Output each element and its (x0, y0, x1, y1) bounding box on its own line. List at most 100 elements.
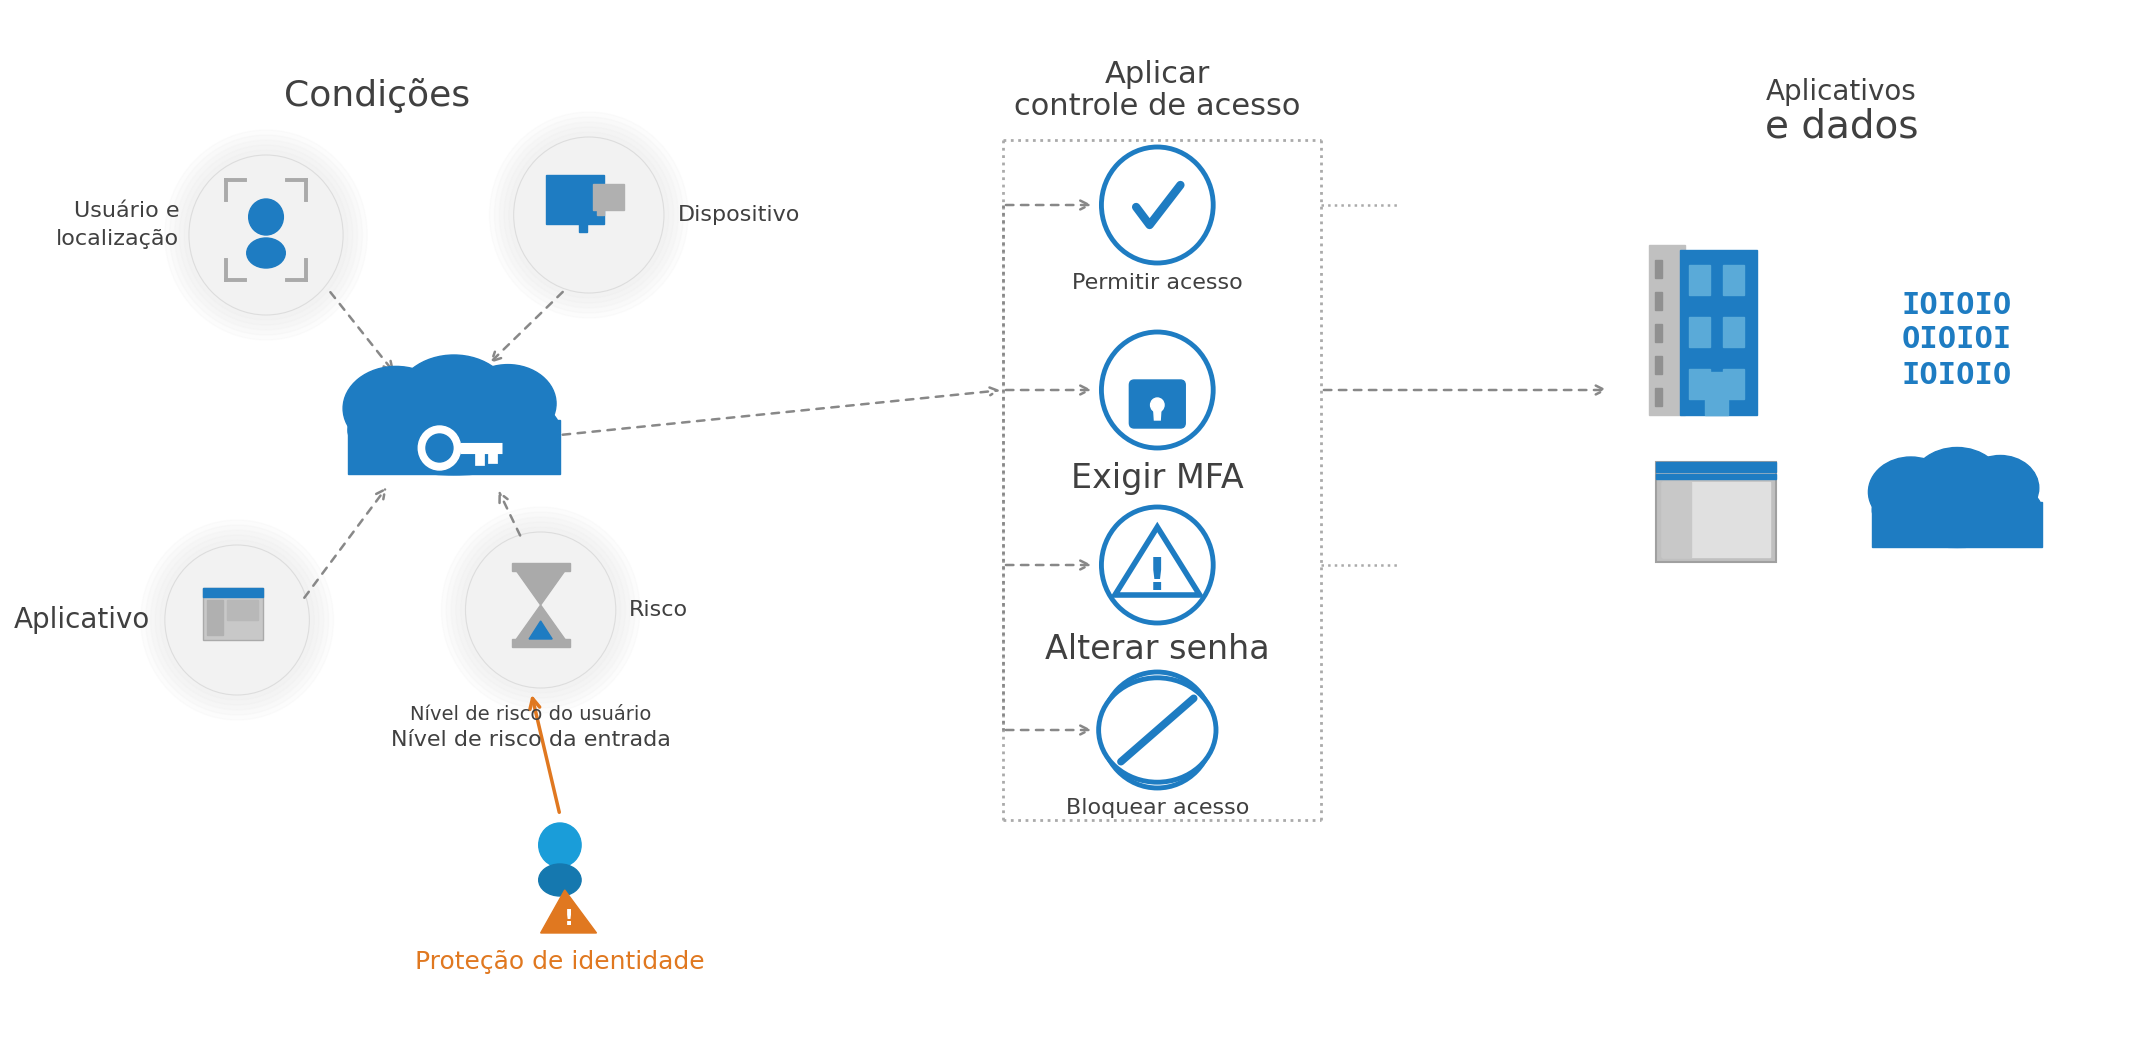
Bar (1655, 260, 1662, 278)
Circle shape (146, 525, 328, 715)
Circle shape (1151, 398, 1164, 412)
Bar (1724, 265, 1743, 295)
Circle shape (450, 517, 630, 703)
Circle shape (165, 545, 309, 695)
Polygon shape (1153, 405, 1162, 420)
Bar (1689, 369, 1711, 399)
Text: Nível de risco da entrada: Nível de risco da entrada (390, 730, 671, 750)
Polygon shape (515, 567, 568, 605)
Circle shape (457, 522, 626, 697)
FancyBboxPatch shape (1649, 245, 1685, 414)
Circle shape (489, 112, 688, 318)
Circle shape (446, 512, 635, 708)
Circle shape (538, 823, 581, 867)
Circle shape (418, 426, 461, 470)
Text: Permitir acesso: Permitir acesso (1072, 274, 1244, 294)
Text: Aplicativos: Aplicativos (1767, 78, 1917, 106)
Bar (347, 421, 560, 474)
Circle shape (150, 530, 324, 710)
Text: controle de acesso: controle de acesso (1014, 92, 1301, 121)
Bar (1689, 317, 1711, 347)
Circle shape (508, 132, 669, 298)
Bar (227, 600, 257, 620)
Bar (1657, 462, 1775, 472)
Circle shape (249, 199, 283, 235)
Bar (1704, 372, 1728, 414)
Text: Dispositivo: Dispositivo (678, 205, 800, 225)
Circle shape (165, 130, 367, 340)
Circle shape (1102, 672, 1214, 788)
Bar (1657, 474, 1775, 479)
Circle shape (174, 140, 358, 330)
Ellipse shape (247, 238, 285, 268)
Circle shape (442, 507, 639, 713)
Ellipse shape (347, 385, 560, 476)
Polygon shape (530, 621, 553, 639)
Bar (1655, 292, 1662, 310)
Ellipse shape (343, 366, 448, 450)
Bar (1655, 324, 1662, 342)
Bar (1689, 265, 1711, 295)
Circle shape (180, 145, 354, 325)
Polygon shape (515, 605, 568, 643)
Text: Risco: Risco (630, 600, 688, 620)
Text: IOIOIO: IOIOIO (1902, 361, 2013, 389)
Circle shape (465, 532, 615, 688)
Text: Aplicativo: Aplicativo (15, 606, 150, 634)
Bar (1662, 482, 1692, 557)
Bar (208, 600, 223, 635)
Circle shape (1102, 507, 1214, 623)
Polygon shape (1115, 527, 1201, 595)
Bar (1662, 482, 1771, 557)
Text: !: ! (1147, 555, 1168, 599)
FancyBboxPatch shape (547, 175, 605, 224)
FancyBboxPatch shape (1679, 250, 1756, 414)
Circle shape (500, 122, 678, 308)
Text: Usuário e
localização: Usuário e localização (56, 201, 180, 249)
Text: Exigir MFA: Exigir MFA (1072, 462, 1244, 495)
Circle shape (427, 434, 452, 462)
Ellipse shape (1962, 456, 2039, 521)
Text: Nível de risco do usuário: Nível de risco do usuário (410, 705, 652, 724)
Text: Alterar senha: Alterar senha (1044, 633, 1269, 666)
Circle shape (169, 135, 362, 335)
Circle shape (154, 535, 319, 705)
Circle shape (461, 527, 620, 693)
Bar (1724, 317, 1743, 347)
Bar (1872, 502, 2041, 547)
Bar (204, 588, 264, 596)
Bar (1724, 369, 1743, 399)
Text: Aplicar: Aplicar (1104, 60, 1209, 89)
FancyBboxPatch shape (204, 588, 264, 640)
Bar (512, 563, 570, 571)
Bar (579, 222, 587, 232)
Circle shape (161, 540, 315, 700)
Circle shape (495, 117, 684, 313)
FancyBboxPatch shape (1657, 462, 1775, 562)
Bar (512, 639, 570, 647)
Text: OIOIOI: OIOIOI (1902, 325, 2013, 355)
Circle shape (142, 520, 334, 720)
Text: Bloquear acesso: Bloquear acesso (1066, 798, 1250, 818)
Ellipse shape (1910, 447, 2002, 523)
Ellipse shape (459, 365, 555, 443)
FancyBboxPatch shape (1130, 380, 1186, 428)
Circle shape (1102, 332, 1214, 448)
Text: IOIOIO: IOIOIO (1902, 290, 2013, 320)
Ellipse shape (397, 355, 512, 445)
Ellipse shape (1867, 457, 1953, 527)
Text: !: ! (564, 909, 575, 929)
Circle shape (504, 127, 673, 303)
Text: e dados: e dados (1765, 108, 1919, 146)
Circle shape (1102, 147, 1214, 263)
Text: Proteção de identidade: Proteção de identidade (416, 950, 705, 974)
Circle shape (189, 155, 343, 315)
Ellipse shape (1098, 677, 1216, 783)
Circle shape (515, 137, 665, 294)
Circle shape (184, 150, 347, 320)
FancyBboxPatch shape (592, 184, 624, 210)
Bar (1655, 388, 1662, 406)
Bar (1655, 356, 1662, 375)
Ellipse shape (538, 864, 581, 896)
Text: Condições: Condições (283, 78, 470, 113)
